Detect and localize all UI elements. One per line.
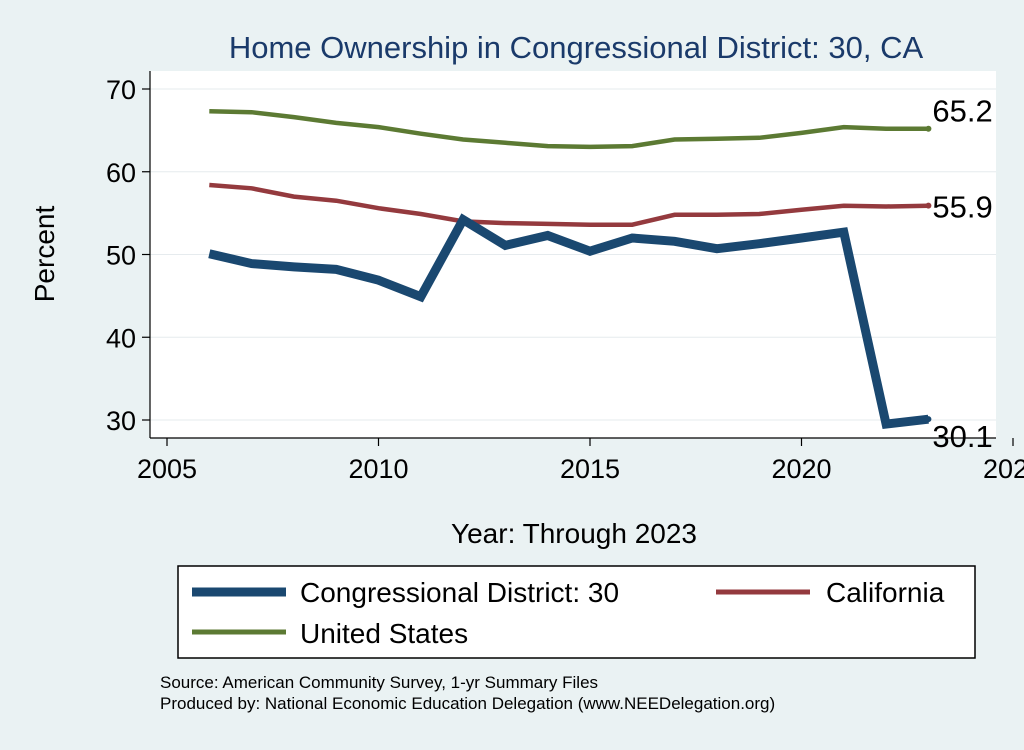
x-tick-label: 2010: [348, 454, 408, 484]
legend-label-california: California: [826, 577, 945, 608]
source-line-2: Produced by: National Economic Education…: [160, 694, 775, 713]
x-tick-label: 2025: [983, 454, 1024, 484]
series-end-label-0: 30.1: [932, 419, 992, 454]
y-tick-label: 50: [106, 241, 136, 271]
y-tick-label: 40: [106, 323, 136, 353]
series-line-0: [208, 213, 929, 430]
legend-label-us: United States: [300, 618, 468, 649]
legend: Congressional District: 30 California Un…: [177, 565, 976, 659]
series-line-1: [209, 182, 929, 227]
y-axis-title: Percent: [29, 206, 60, 303]
series-line-2: [209, 109, 929, 150]
series-end-marker-1: [925, 202, 932, 209]
x-tick-label: 2005: [137, 454, 197, 484]
y-tick-label: 30: [106, 406, 136, 436]
series-end-label-2: 65.2: [932, 94, 992, 129]
x-tick-label: 2020: [771, 454, 831, 484]
x-tick-label: 2015: [560, 454, 620, 484]
series-end-marker-2: [925, 125, 932, 132]
y-tick-label: 70: [106, 75, 136, 105]
series-end-label-1: 55.9: [932, 190, 992, 225]
y-tick-label: 60: [106, 158, 136, 188]
source-line-1: Source: American Community Survey, 1-yr …: [160, 673, 598, 692]
x-axis-title: Year: Through 2023: [451, 518, 697, 549]
legend-label-district: Congressional District: 30: [300, 577, 619, 608]
series-end-marker-0: [925, 416, 932, 423]
chart-title: Home Ownership in Congressional District…: [229, 30, 924, 65]
legend-box: [177, 565, 976, 659]
